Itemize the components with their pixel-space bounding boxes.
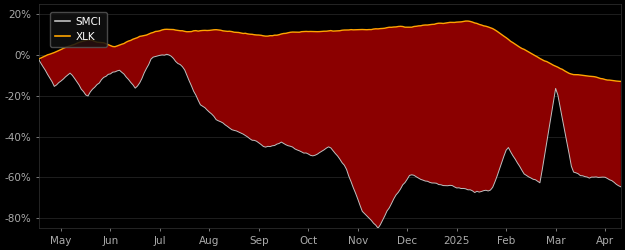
Legend: SMCI, XLK: SMCI, XLK — [49, 12, 107, 47]
